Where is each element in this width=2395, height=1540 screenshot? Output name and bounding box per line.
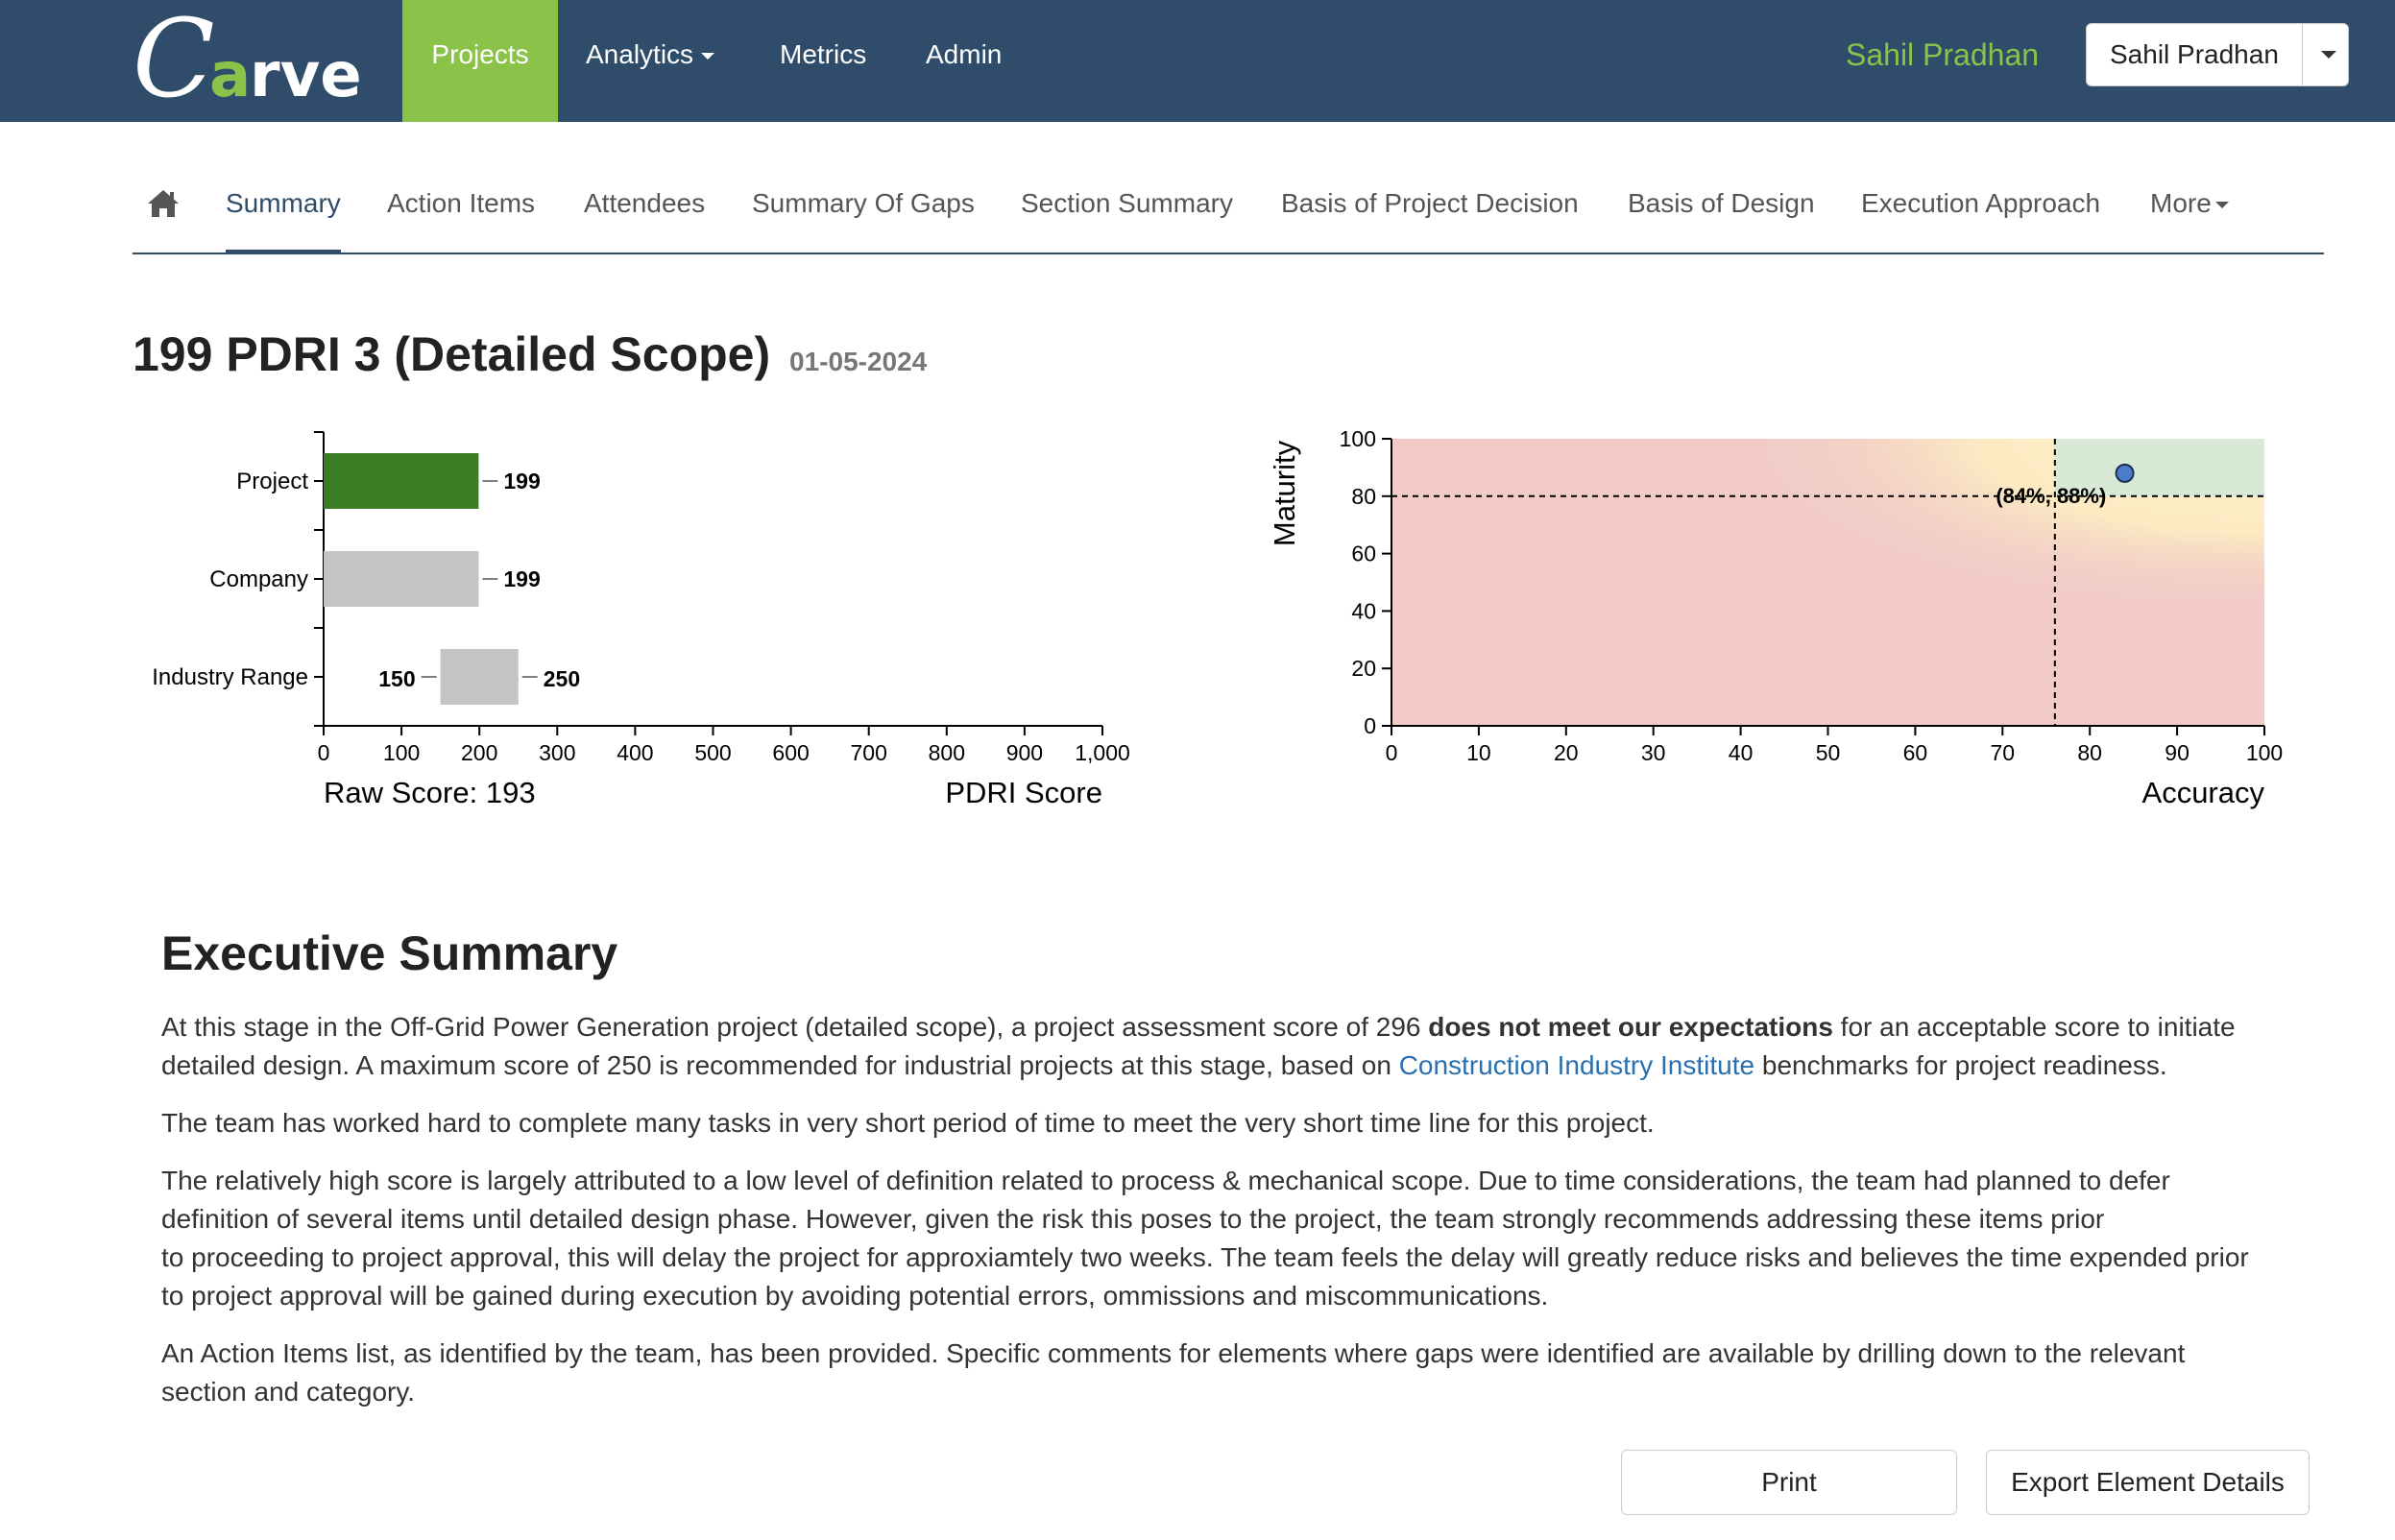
x-tick-label: 50 — [1816, 740, 1841, 765]
nav-user-name[interactable]: Sahil Pradhan — [1846, 37, 2040, 72]
y-tick-label: 20 — [1351, 656, 1376, 681]
bar — [324, 551, 479, 607]
x-tick-label: 600 — [772, 740, 809, 765]
data-label: 250 — [544, 666, 580, 691]
chevron-down-icon[interactable] — [2321, 51, 2336, 59]
tab-more[interactable]: More — [2150, 144, 2229, 253]
summary-text: benchmarks for project readiness. — [1754, 1050, 2167, 1080]
x-tick-label: 90 — [2165, 740, 2189, 765]
x-tick-label: 40 — [1729, 740, 1754, 765]
tab-section-summary[interactable]: Section Summary — [1021, 188, 1233, 218]
summary-paragraph-2: The team has worked hard to complete man… — [161, 1108, 1655, 1138]
logo-text: C — [133, 0, 215, 122]
maturity-accuracy-chart: 0 10 20 30 40 50 60 70 80 90 100 0 20 40 60 80 100 (84%, … — [1268, 426, 2283, 809]
data-label: 150 — [378, 666, 415, 691]
assessment-date: 01-05-2024 — [789, 347, 928, 376]
y-tick-label: Company — [209, 566, 308, 592]
summary-line: to proceeding to project approval, this … — [161, 1242, 2249, 1272]
x-tick-label: 60 — [1903, 740, 1928, 765]
button-divider — [2302, 24, 2303, 85]
y-tick-label: 40 — [1351, 598, 1376, 623]
data-label: 199 — [503, 469, 540, 493]
x-tick-label: 200 — [461, 740, 497, 765]
bar — [440, 649, 519, 705]
assessment-title: 199 PDRI 3 (Detailed Scope) — [133, 327, 771, 381]
x-tick-label: 0 — [1386, 740, 1398, 765]
x-tick-label: 300 — [539, 740, 575, 765]
x-tick-label: 30 — [1641, 740, 1666, 765]
user-menu-button[interactable]: Sahil Pradhan — [2086, 23, 2349, 86]
tab-attendees[interactable]: Attendees — [584, 188, 706, 218]
summary-line: The relatively high score is largely att… — [161, 1166, 2170, 1195]
nav-analytics[interactable]: Analytics — [586, 0, 715, 122]
pdri-score-bar-chart: Project 199 Company 199 Industry Range 150 250… — [152, 431, 1130, 809]
summary-line: definition of several items until detail… — [161, 1204, 2105, 1234]
bar — [324, 453, 479, 509]
summary-paragraph-1: At this stage in the Off-Grid Power Gene… — [161, 1008, 2303, 1085]
y-tick-label: 80 — [1351, 484, 1376, 509]
summary-text: At this stage in the Off-Grid Power Gene… — [161, 1012, 1429, 1042]
tab-action-items[interactable]: Action Items — [387, 188, 536, 218]
svg-text:rve: rve — [250, 40, 362, 111]
summary-emphasis: does not meet our expectations — [1428, 1012, 1833, 1042]
y-tick-label: 0 — [1364, 713, 1376, 738]
executive-summary-heading: Executive Summary — [161, 926, 618, 980]
y-tick-label: Industry Range — [152, 664, 308, 690]
chevron-down-icon — [701, 53, 715, 60]
x-tick-label: 0 — [318, 740, 330, 765]
x-tick-label: 70 — [1991, 740, 2016, 765]
export-element-details-button[interactable]: Export Element Details — [1986, 1450, 2310, 1515]
page-title: 199 PDRI 3 (Detailed Scope) 01-05-2024 — [133, 326, 927, 382]
y-axis-title: Maturity — [1268, 440, 1301, 546]
summary-line: to project approval will be gained durin… — [161, 1281, 1549, 1311]
nav-projects[interactable]: Projects — [402, 0, 558, 122]
tab-basis-of-design[interactable]: Basis of Design — [1628, 188, 1815, 218]
x-tick-label: 1,000 — [1075, 740, 1130, 765]
executive-summary: Executive Summary At this stage in the O… — [161, 920, 2303, 1431]
y-tick-label: 60 — [1351, 541, 1376, 566]
zone-ready — [2054, 439, 2264, 496]
charts-area: Project 199 Company 199 Industry Range 150 250… — [152, 426, 2283, 809]
nav-metrics[interactable]: Metrics — [780, 39, 867, 69]
section-tabs: Summary Action Items Attendees Summary O… — [133, 144, 2324, 254]
print-button[interactable]: Print — [1621, 1450, 1957, 1515]
point-annotation: (84%, 88%) — [1996, 484, 2106, 508]
x-axis-title: Accuracy — [2142, 776, 2265, 809]
y-tick-label: Project — [236, 469, 308, 494]
x-tick-label: 900 — [1006, 740, 1043, 765]
x-axis-title: PDRI Score — [945, 776, 1102, 809]
tab-summary-of-gaps[interactable]: Summary Of Gaps — [752, 188, 975, 218]
x-tick-label: 100 — [383, 740, 420, 765]
svg-text:a: a — [209, 40, 251, 111]
summary-paragraph-4: An Action Items list, as identified by t… — [161, 1338, 2186, 1407]
raw-score-label: Raw Score: 193 — [324, 776, 536, 809]
x-tick-label: 10 — [1466, 740, 1491, 765]
y-tick-label: 100 — [1340, 426, 1376, 451]
cii-link[interactable]: Construction Industry Institute — [1398, 1050, 1755, 1080]
summary-paragraph-3: The relatively high score is largely att… — [161, 1162, 2303, 1315]
tab-summary[interactable]: Summary — [226, 144, 341, 254]
x-tick-label: 80 — [2077, 740, 2102, 765]
x-tick-label: 800 — [929, 740, 965, 765]
tab-execution-approach[interactable]: Execution Approach — [1861, 188, 2101, 218]
carve-logo[interactable]: C a rve — [131, 0, 380, 122]
x-tick-label: 700 — [851, 740, 887, 765]
x-tick-label: 20 — [1554, 740, 1579, 765]
data-label: 199 — [503, 566, 540, 591]
summary-text: for an acceptable score to initiate deta… — [161, 1012, 2236, 1080]
data-point — [2115, 463, 2135, 483]
home-icon[interactable] — [146, 188, 181, 224]
x-tick-label: 400 — [617, 740, 653, 765]
x-tick-label: 500 — [694, 740, 731, 765]
top-navbar: C a rve Projects Analytics Metrics Admin… — [0, 0, 2395, 122]
x-tick-label: 100 — [2246, 740, 2283, 765]
nav-admin[interactable]: Admin — [926, 39, 1003, 69]
tab-basis-of-project-decision[interactable]: Basis of Project Decision — [1281, 188, 1579, 218]
caret-down-icon — [2214, 202, 2229, 209]
user-menu-label: Sahil Pradhan — [2110, 39, 2279, 69]
